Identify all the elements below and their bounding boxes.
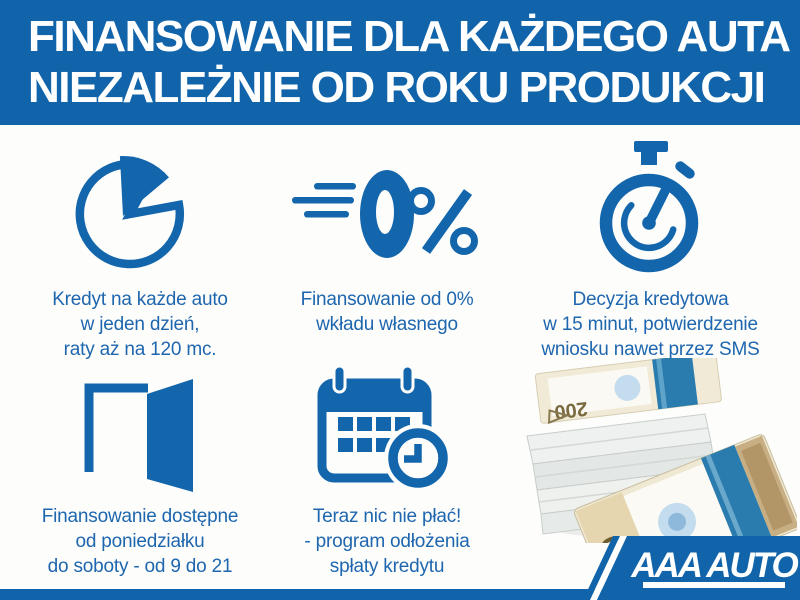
- logo-slash: [590, 536, 627, 600]
- stopwatch-icon: [586, 141, 716, 287]
- calendar-clock-icon: [315, 362, 460, 504]
- feature-card-zero-percent: Finansowanie od 0% wkładu własnego: [263, 145, 511, 337]
- caption-line: do soboty - od 9 do 21: [47, 556, 233, 577]
- caption-line: Decyzja kredytowa: [572, 289, 729, 310]
- feature-card-decision: Decyzja kredytowa w 15 minut, potwierdze…: [513, 141, 788, 362]
- open-door-icon-svg: [84, 378, 193, 492]
- money-stacks-photo-svg: 200 200: [526, 358, 797, 543]
- feature-card-deferred-payment: Teraz nic nie płać! - program odłożenia …: [263, 362, 511, 579]
- logo-text: AAA AUTO: [630, 546, 798, 585]
- caption-line: w jeden dzień,: [80, 314, 200, 335]
- logo-underline: [643, 582, 785, 588]
- caption-line: spłaty kredytu: [329, 556, 445, 577]
- pie-chart-icon-svg: [75, 155, 185, 268]
- header-line-2: NIEZALEŻNIE OD ROKU PRODUKCJI: [28, 63, 766, 112]
- caption-line: Finansowanie od 0%: [300, 289, 474, 310]
- open-door-icon: [65, 362, 215, 504]
- caption-line: Kredyt na każde auto: [52, 289, 228, 310]
- header-line-1: FINANSOWANIE DLA KAŻDEGO AUTA: [28, 12, 791, 61]
- aaa-auto-logo: AAA AUTO: [585, 536, 800, 600]
- calendar-clock-icon-svg: [317, 365, 452, 492]
- caption-line: wniosku nawet przez SMS: [541, 339, 760, 360]
- feature-card-opening-hours: Finansowanie dostępne od poniedziałku do…: [15, 362, 265, 579]
- caption-line: od poniedziałku: [75, 531, 205, 552]
- caption-line: w 15 minut, potwierdzenie: [543, 314, 758, 335]
- feature-caption-zero-percent: Finansowanie od 0% wkładu własnego: [301, 287, 474, 337]
- zero-percent-icon: [292, 145, 482, 287]
- caption-line: raty aż na 120 mc.: [63, 339, 217, 360]
- caption-line: Finansowanie dostępne: [41, 506, 239, 527]
- bottom-strip: [0, 589, 800, 600]
- feature-caption-deferred-payment: Teraz nic nie płać! - program odłożenia …: [304, 504, 469, 579]
- logo-sliver: [585, 536, 620, 600]
- feature-caption-credit: Kredyt na każde auto w jeden dzień, raty…: [52, 287, 228, 362]
- feature-caption-decision: Decyzja kredytowa w 15 minut, potwierdze…: [541, 287, 759, 362]
- caption-line: wkładu własnego: [316, 314, 458, 335]
- money-stacks-photo: 200 200: [505, 358, 797, 543]
- caption-line: - program odłożenia: [304, 531, 470, 552]
- zero-percent-icon-svg: [292, 169, 478, 258]
- feature-caption-opening-hours: Finansowanie dostępne od poniedziałku do…: [42, 504, 239, 579]
- caption-line: Teraz nic nie płać!: [312, 506, 462, 527]
- feature-card-credit: Kredyt na każde auto w jeden dzień, raty…: [15, 145, 265, 362]
- stopwatch-icon-svg: [599, 141, 698, 273]
- pie-chart-icon: [65, 145, 215, 287]
- header-banner: FINANSOWANIE DLA KAŻDEGO AUTA NIEZALEŻNI…: [0, 0, 800, 125]
